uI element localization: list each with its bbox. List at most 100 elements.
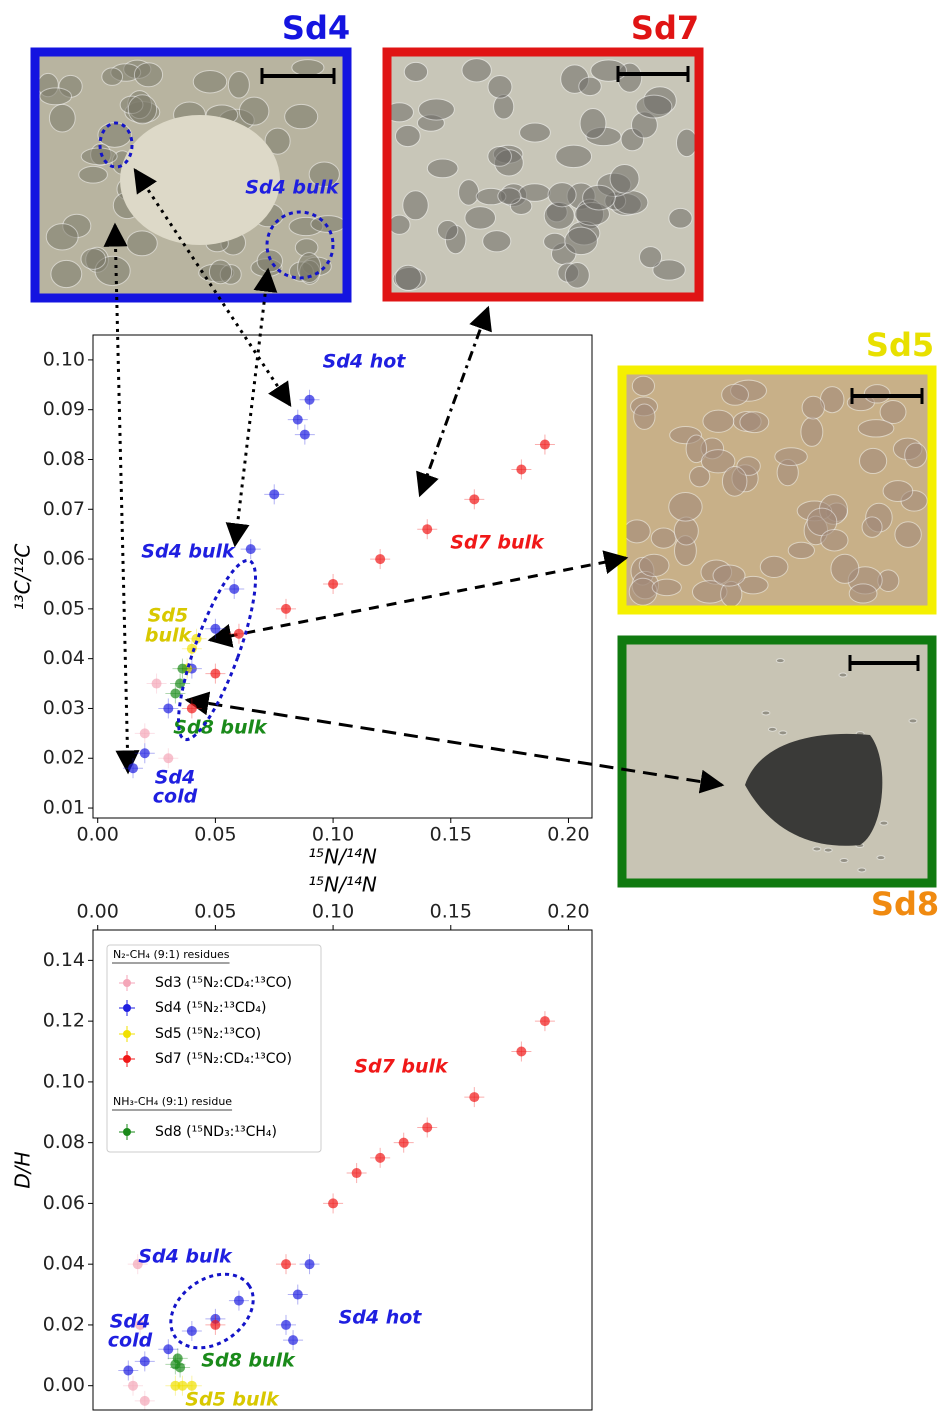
point xyxy=(233,628,244,639)
x-tick-label: 0.20 xyxy=(547,901,589,923)
texture xyxy=(689,466,711,488)
annotation: bulk xyxy=(145,625,193,647)
point xyxy=(175,678,186,689)
micrograph: Sd4 bulk Sd4 xyxy=(30,9,352,303)
y-tick-label: 0.04 xyxy=(43,1253,85,1275)
texture xyxy=(238,96,270,126)
y-tick-label: 0.14 xyxy=(43,949,85,971)
point xyxy=(516,464,527,475)
point xyxy=(375,1152,386,1163)
texture xyxy=(80,147,118,166)
point xyxy=(139,1356,150,1367)
annotation: Sd4 hot xyxy=(339,1307,423,1329)
texture xyxy=(638,246,663,269)
point xyxy=(177,663,188,674)
point xyxy=(328,578,339,589)
point xyxy=(128,1380,139,1391)
texture xyxy=(519,122,551,143)
legend-marker xyxy=(123,1030,131,1038)
annotation: Sd5 xyxy=(148,605,189,627)
texture xyxy=(487,75,513,99)
texture xyxy=(297,252,322,284)
point xyxy=(328,1198,339,1209)
texture xyxy=(628,577,658,606)
annotation: Sd4 xyxy=(110,1311,151,1333)
point xyxy=(128,763,139,774)
legend-label: Sd5 (¹⁵N₂:¹³CO) xyxy=(155,1026,261,1042)
texture xyxy=(78,165,108,184)
y-tick-label: 0.09 xyxy=(43,398,85,420)
y-tick-label: 0.02 xyxy=(43,747,85,769)
texture xyxy=(702,409,735,433)
arrow xyxy=(225,267,278,548)
arrow xyxy=(207,550,629,648)
texture xyxy=(721,466,748,497)
x-tick-label: 0.05 xyxy=(194,824,236,846)
dashed-circle xyxy=(98,121,134,169)
legend-label: Sd4 (¹⁵N₂:¹³CD₄) xyxy=(155,1000,266,1016)
texture xyxy=(291,59,325,77)
texture xyxy=(778,730,788,736)
texture xyxy=(830,553,860,584)
point xyxy=(539,439,550,450)
points xyxy=(118,1011,555,1410)
arrow xyxy=(416,305,492,498)
texture xyxy=(894,521,922,548)
texture xyxy=(45,223,79,251)
annotation: Sd4 hot xyxy=(323,351,407,373)
texture xyxy=(863,384,891,404)
texture xyxy=(800,416,824,447)
point xyxy=(132,1259,143,1270)
point xyxy=(210,623,221,634)
legend-title: NH₃-CH₄ (9:1) residue xyxy=(113,1095,232,1108)
point xyxy=(304,1259,315,1270)
texture xyxy=(820,528,849,552)
legend-box xyxy=(106,944,322,1153)
texture xyxy=(839,858,849,864)
legend-label: Sd8 (¹⁵ND₃:¹³CH₄) xyxy=(155,1124,277,1140)
point xyxy=(229,583,240,594)
point xyxy=(398,1137,409,1148)
point xyxy=(210,668,221,679)
texture xyxy=(579,107,607,139)
point xyxy=(186,1326,197,1337)
point xyxy=(210,1319,221,1330)
point xyxy=(163,703,174,714)
point xyxy=(245,544,256,555)
texture xyxy=(458,179,480,206)
texture xyxy=(464,206,497,230)
texture xyxy=(133,62,164,88)
y-tick-label: 0.03 xyxy=(43,697,85,719)
texture xyxy=(582,184,616,211)
y-tick-label: 0.10 xyxy=(43,1070,85,1092)
texture xyxy=(635,94,673,119)
texture xyxy=(668,207,693,229)
legend-label: Sd7 (¹⁵N₂:CD₄:¹³CO) xyxy=(155,1051,292,1067)
texture xyxy=(227,71,250,99)
texture xyxy=(879,400,907,425)
plot-frame xyxy=(92,929,593,1411)
y-tick-label: 0.08 xyxy=(43,1131,85,1153)
x-axis-label: ¹⁵N/¹⁴N xyxy=(308,873,377,897)
texture xyxy=(857,867,867,873)
point xyxy=(375,554,386,565)
texture xyxy=(310,215,347,233)
texture xyxy=(739,411,770,434)
legend: N₂-CH₄ (9:1) residues NH₃-CH₄ (9:1) resid… xyxy=(106,944,322,1153)
texture xyxy=(417,98,455,121)
texture xyxy=(812,846,822,852)
texture xyxy=(126,230,158,257)
texture xyxy=(767,726,777,732)
point xyxy=(186,703,197,714)
texture xyxy=(578,76,602,97)
texture xyxy=(590,59,628,82)
texture xyxy=(761,710,771,716)
texture xyxy=(426,158,459,179)
x-tick-label: 0.00 xyxy=(77,901,119,923)
point xyxy=(351,1168,362,1179)
image-border xyxy=(382,47,704,302)
y-tick-label: 0.07 xyxy=(43,498,85,520)
plot-frame xyxy=(92,334,593,819)
texture xyxy=(908,718,918,724)
